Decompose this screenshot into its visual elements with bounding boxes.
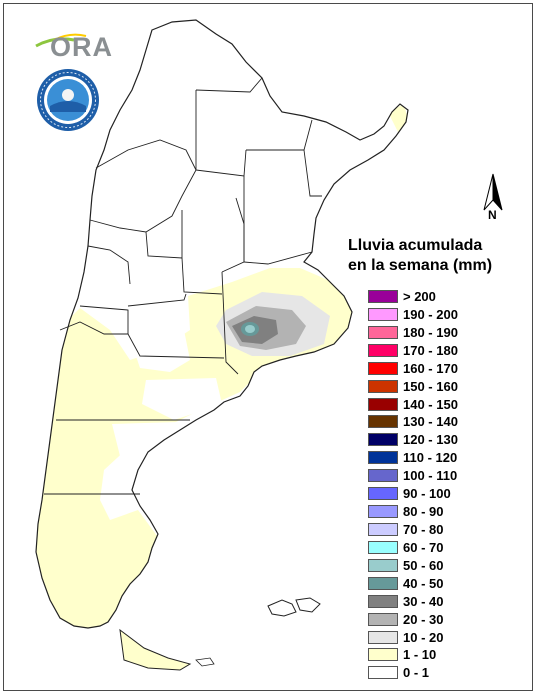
legend-swatch xyxy=(368,361,398,375)
legend-title-line2: en la semana (mm) xyxy=(348,257,493,274)
legend-label: 10 - 20 xyxy=(403,629,444,645)
legend-swatch xyxy=(368,307,398,321)
legend-swatch xyxy=(368,648,398,662)
tierra-del-fuego xyxy=(119,628,192,671)
legend-swatch xyxy=(368,433,398,447)
ora-logo-text: ORA xyxy=(50,32,113,62)
legend-label: 30 - 40 xyxy=(403,593,444,609)
legend-swatch xyxy=(368,612,398,626)
legend-swatch xyxy=(368,343,398,357)
legend-label: 0 - 1 xyxy=(403,665,430,681)
legend-label: 1 - 10 xyxy=(403,647,437,663)
legend-swatch xyxy=(368,325,398,339)
legend-label: 190 - 200 xyxy=(403,306,458,322)
legend-swatch xyxy=(368,666,398,680)
legend-label: 120 - 130 xyxy=(403,432,458,448)
legend-label: > 200 xyxy=(403,289,436,304)
legend-swatch xyxy=(368,469,398,483)
legend-swatch xyxy=(368,576,398,590)
islas-malvinas xyxy=(267,597,321,617)
legend-swatch xyxy=(368,290,398,303)
legend-label: 20 - 30 xyxy=(403,611,444,627)
legend-title-line1: Lluvia acumulada xyxy=(348,237,483,254)
legend-swatch xyxy=(368,397,398,411)
legend-label: 160 - 170 xyxy=(403,360,458,376)
legend-swatch xyxy=(368,415,398,429)
legend-swatch xyxy=(368,379,398,393)
legend-label: 100 - 110 xyxy=(403,468,458,484)
legend-label: 80 - 90 xyxy=(403,504,444,520)
legend-label: 110 - 120 xyxy=(403,450,458,466)
legend-label: 50 - 60 xyxy=(403,557,444,573)
legend-swatch xyxy=(368,487,398,501)
legend-label: 170 - 180 xyxy=(403,342,458,358)
smn-seal-icon xyxy=(36,68,100,132)
legend-label: 130 - 140 xyxy=(403,414,458,430)
legend-title: Lluvia acumulada en la semana (mm) xyxy=(348,236,518,276)
legend-label: 60 - 70 xyxy=(403,539,444,555)
north-arrow-label: N xyxy=(488,208,497,222)
legend-swatch xyxy=(368,522,398,536)
legend-label: 90 - 100 xyxy=(403,486,451,502)
legend-label: 140 - 150 xyxy=(403,396,458,412)
legend-swatch xyxy=(368,630,398,644)
isla-de-los-estados xyxy=(195,657,215,667)
legend-label: 180 - 190 xyxy=(403,324,458,340)
legend-label: 70 - 80 xyxy=(403,521,444,537)
legend-label: 150 - 160 xyxy=(403,378,458,394)
legend-swatch xyxy=(368,540,398,554)
ora-logo xyxy=(34,30,104,60)
north-arrow-icon: N xyxy=(478,170,508,222)
legend-swatch xyxy=(368,558,398,572)
legend-swatch xyxy=(368,505,398,519)
legend-label: 40 - 50 xyxy=(403,575,444,591)
legend-swatch xyxy=(368,594,398,608)
legend-swatch xyxy=(368,451,398,465)
